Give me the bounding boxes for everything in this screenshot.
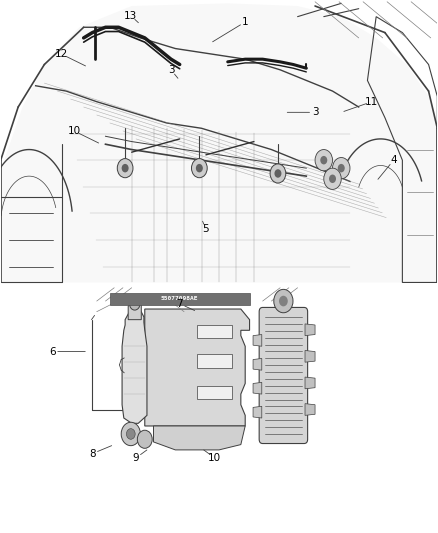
Circle shape	[329, 174, 336, 183]
Polygon shape	[153, 426, 245, 450]
Text: 5: 5	[203, 224, 209, 235]
Circle shape	[324, 168, 341, 189]
Text: 11: 11	[365, 96, 378, 107]
Circle shape	[117, 159, 133, 177]
Polygon shape	[253, 406, 262, 418]
Circle shape	[138, 430, 152, 448]
Circle shape	[320, 156, 327, 165]
Polygon shape	[253, 359, 262, 370]
Text: 13: 13	[124, 11, 138, 21]
Polygon shape	[305, 351, 315, 362]
Polygon shape	[122, 309, 147, 423]
Text: 8: 8	[89, 449, 95, 458]
Circle shape	[270, 164, 286, 183]
Circle shape	[196, 164, 203, 172]
Polygon shape	[253, 382, 262, 394]
Text: 4: 4	[390, 155, 397, 165]
Polygon shape	[197, 325, 232, 338]
Circle shape	[121, 422, 141, 446]
FancyBboxPatch shape	[259, 308, 307, 443]
Polygon shape	[197, 386, 232, 399]
Text: 1: 1	[242, 17, 248, 27]
Polygon shape	[128, 303, 141, 320]
Circle shape	[191, 159, 207, 177]
Circle shape	[332, 158, 350, 179]
Text: 3: 3	[312, 107, 318, 117]
Polygon shape	[305, 403, 315, 415]
Polygon shape	[305, 377, 315, 389]
Circle shape	[130, 297, 140, 310]
Bar	[110, 293, 250, 305]
Polygon shape	[305, 324, 315, 336]
Circle shape	[279, 296, 288, 306]
Text: 10: 10	[67, 126, 81, 136]
Polygon shape	[253, 335, 262, 346]
Circle shape	[274, 289, 293, 313]
Polygon shape	[197, 354, 232, 368]
Circle shape	[127, 429, 135, 439]
Text: 9: 9	[133, 453, 139, 463]
Text: 7: 7	[177, 298, 183, 309]
Circle shape	[275, 169, 282, 177]
Text: 10: 10	[208, 453, 221, 463]
Text: 6: 6	[49, 346, 56, 357]
Text: 12: 12	[54, 49, 67, 59]
Circle shape	[122, 164, 129, 172]
Polygon shape	[145, 309, 250, 426]
Polygon shape	[1, 3, 437, 282]
Text: 55077098AE: 55077098AE	[161, 296, 198, 302]
Circle shape	[338, 164, 345, 172]
Circle shape	[315, 150, 332, 171]
Text: 3: 3	[168, 65, 174, 75]
